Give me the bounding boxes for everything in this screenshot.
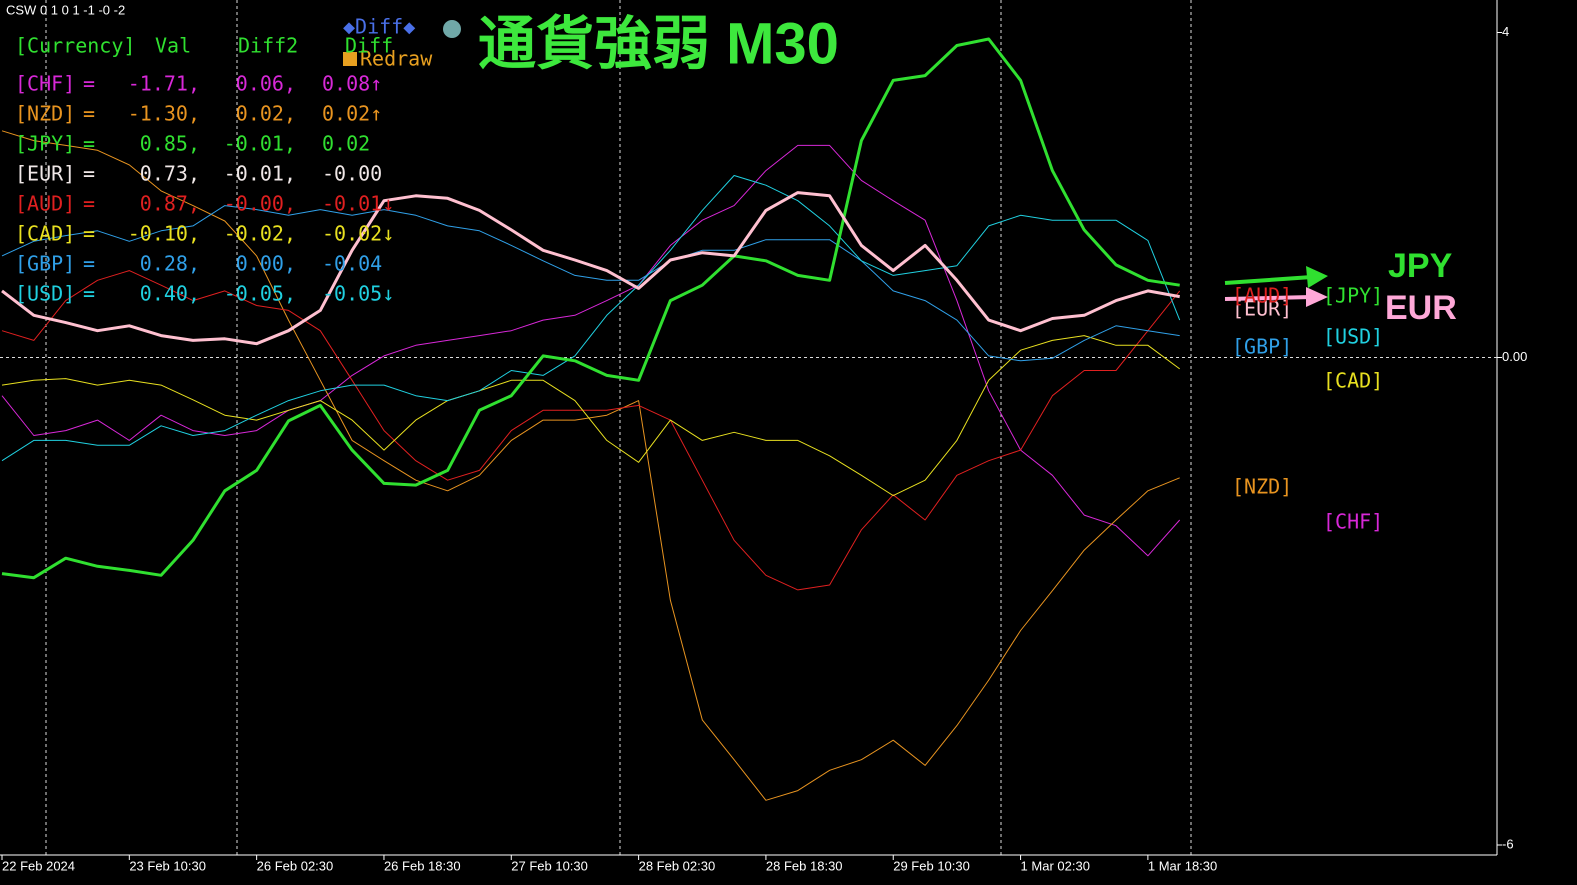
currency-label: [CAD] (1323, 369, 1383, 393)
row-eq: = (83, 252, 95, 276)
row-eq: = (83, 132, 95, 156)
strong-arrow-head (1306, 266, 1328, 288)
x-tick-label: 28 Feb 18:30 (766, 858, 843, 873)
row-currency: [AUD] (15, 192, 75, 216)
row-eq: = (83, 222, 95, 246)
row-diff: 0.02↑ (322, 102, 382, 126)
redraw-icon (343, 52, 357, 66)
row-diff2: 0.02, (236, 102, 296, 126)
chart-title: 通貨強弱 M30 (478, 11, 839, 76)
row-eq: = (83, 72, 95, 96)
plot: 4 0.00 -6 22 Feb 2024 23 Feb 10:30 26 Feb 02:… (0, 24, 1527, 873)
strong-arrow (1224, 275, 1313, 285)
row-diff2: -0.02, (224, 222, 296, 246)
strong-arrow-head (1306, 287, 1328, 307)
row-currency: [NZD] (15, 102, 75, 126)
strong-arrow (1224, 295, 1313, 301)
table-header: Val (155, 34, 191, 58)
row-currency: [JPY] (15, 132, 75, 156)
table-header: Diff2 (238, 34, 298, 58)
row-val: 0.40, (140, 282, 200, 306)
row-diff: 0.02 (322, 132, 370, 156)
y-tick-label: -6 (1502, 836, 1514, 851)
row-diff2: 0.06, (236, 72, 296, 96)
table-header: Diff (345, 34, 393, 58)
status-dot (443, 20, 461, 38)
indicator-label: CSW 0 1 0 1 -1 -0 -2 (6, 2, 125, 17)
row-currency: [GBP] (15, 252, 75, 276)
currency-label: [EUR] (1232, 297, 1292, 321)
row-currency: [CHF] (15, 72, 75, 96)
currency-label: [JPY] (1323, 284, 1383, 308)
row-diff2: -0.00, (224, 192, 296, 216)
row-eq: = (83, 192, 95, 216)
series-line (1, 130, 1180, 801)
currency-label: [GBP] (1232, 335, 1292, 359)
row-diff2: -0.01, (224, 162, 296, 186)
strong-currency: EUR (1385, 289, 1457, 327)
x-tick-label: 22 Feb 2024 (2, 858, 75, 873)
series-line (1, 191, 1180, 346)
row-diff: 0.08↑ (322, 72, 382, 96)
row-diff2: 0.00, (236, 252, 296, 276)
row-diff: -0.02↓ (322, 222, 394, 246)
row-val: -1.71, (128, 72, 200, 96)
row-eq: = (83, 282, 95, 306)
strong-currency: JPY (1388, 247, 1453, 285)
series-line (1, 270, 1181, 591)
y-tick-label: 4 (1502, 24, 1509, 39)
currency-label: [NZD] (1232, 475, 1292, 499)
x-tick-label: 1 Mar 02:30 (1021, 858, 1090, 873)
row-eq: = (83, 102, 95, 126)
currency-label: [CHF] (1323, 510, 1383, 534)
row-diff: -0.05↓ (322, 282, 394, 306)
row-diff2: -0.05, (224, 282, 296, 306)
x-tick-label: 29 Feb 10:30 (893, 858, 970, 873)
row-val: -0.10, (128, 222, 200, 246)
x-tick-label: 23 Feb 10:30 (129, 858, 206, 873)
table-header: [Currency] (15, 34, 135, 58)
row-val: 0.87, (140, 192, 200, 216)
row-diff: -0.04 (322, 252, 382, 276)
series-line (1, 205, 1180, 362)
row-val: -1.30, (128, 102, 200, 126)
row-val: 0.85, (140, 132, 200, 156)
overlay: [CHF][NZD][JPY][EUR][AUD][CAD][GBP] [USD]… (15, 34, 1457, 534)
currency-label: [USD] (1323, 325, 1383, 349)
x-tick-label: 26 Feb 02:30 (257, 858, 334, 873)
redraw-button[interactable]: Redraw (360, 47, 433, 71)
x-tick-label: 1 Mar 18:30 (1148, 858, 1217, 873)
row-currency: [EUR] (15, 162, 75, 186)
y-tick-label: 0.00 (1502, 349, 1527, 364)
row-diff: -0.00 (322, 162, 382, 186)
series-line (1, 37, 1180, 580)
row-diff2: -0.01, (224, 132, 296, 156)
row-val: 0.28, (140, 252, 200, 276)
row-currency: [USD] (15, 282, 75, 306)
row-diff: -0.01↓ (322, 192, 394, 216)
diff-button[interactable]: ◆Diff◆ (343, 15, 415, 39)
row-currency: [CAD] (15, 222, 75, 246)
row-eq: = (83, 162, 95, 186)
period-separators (45, 0, 1192, 855)
row-val: 0.73, (140, 162, 200, 186)
series-line (1, 335, 1180, 497)
series-line (1, 144, 1181, 557)
x-tick-label: 27 Feb 10:30 (511, 858, 588, 873)
x-tick-label: 28 Feb 02:30 (639, 858, 716, 873)
x-tick-label: 26 Feb 18:30 (384, 858, 461, 873)
currency-label: [AUD] (1232, 284, 1292, 308)
series-line (1, 175, 1181, 462)
